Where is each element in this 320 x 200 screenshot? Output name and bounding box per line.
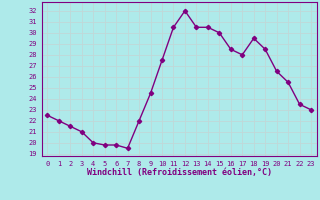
X-axis label: Windchill (Refroidissement éolien,°C): Windchill (Refroidissement éolien,°C) xyxy=(87,168,272,177)
